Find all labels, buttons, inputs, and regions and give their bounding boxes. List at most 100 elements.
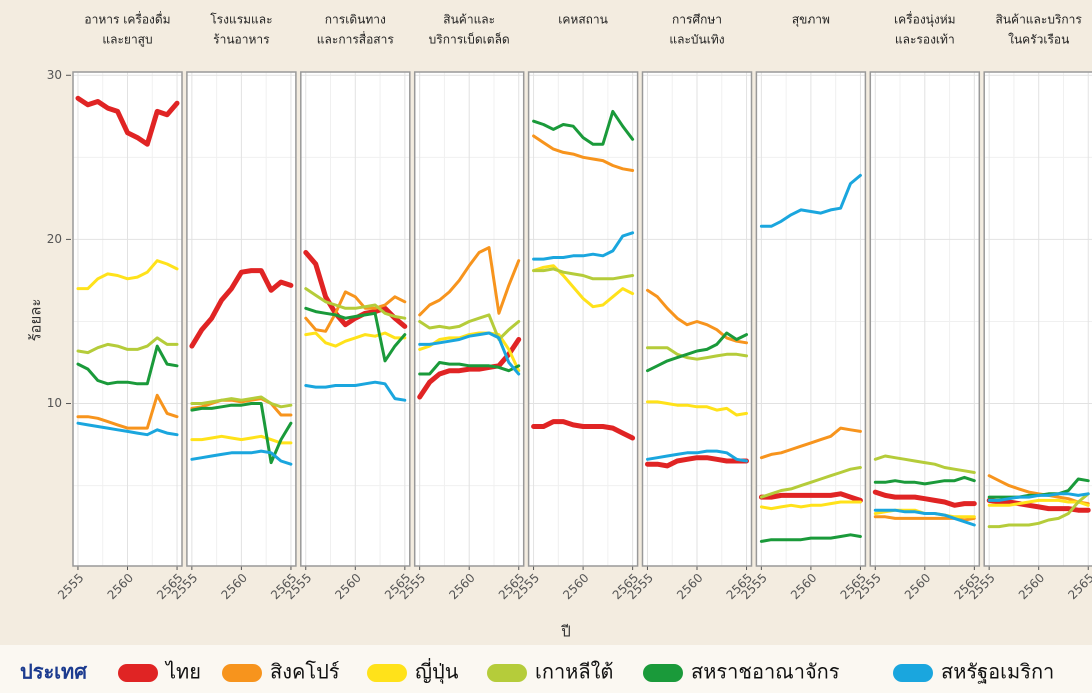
series-line xyxy=(304,290,407,333)
series-line xyxy=(987,492,1090,502)
panel-title: เครื่องนุ่งห่ม xyxy=(894,11,956,28)
panel-title: และการสื่อสาร xyxy=(317,31,395,47)
panel-border xyxy=(186,71,297,567)
series-line xyxy=(759,500,862,511)
x-tick-label: 2560 xyxy=(446,571,477,602)
series-line xyxy=(531,419,636,441)
series-line xyxy=(418,313,521,341)
x-axis-label: ปี xyxy=(560,623,570,641)
x-tick-label: 2560 xyxy=(902,571,933,602)
series-line xyxy=(418,246,521,317)
legend-swatch xyxy=(643,664,683,682)
x-tick-label: 2560 xyxy=(674,571,705,602)
legend-label: ญี่ปุ่น xyxy=(415,658,459,685)
x-tick-label: 2560 xyxy=(788,571,819,602)
x-tick-label: 2560 xyxy=(1016,571,1047,602)
series-line xyxy=(418,331,521,376)
series-line xyxy=(873,454,976,474)
series-line xyxy=(646,449,748,463)
series-line xyxy=(304,287,407,320)
series-line xyxy=(304,306,407,363)
panel-border xyxy=(755,71,867,567)
series-line xyxy=(76,393,179,430)
panel-title: การศึกษา xyxy=(672,13,722,27)
series-line xyxy=(987,492,1090,529)
panel-title: และยาสูบ xyxy=(102,33,152,48)
y-tick-label: 20 xyxy=(47,232,62,246)
legend-swatch xyxy=(118,664,158,682)
series-line xyxy=(303,250,408,329)
series-line xyxy=(759,426,862,460)
series-line xyxy=(646,400,748,417)
series-line xyxy=(532,267,635,281)
series-line xyxy=(646,288,748,345)
x-tick-label: 2555 xyxy=(55,571,86,602)
legend-swatch xyxy=(487,664,527,682)
panel-border xyxy=(300,71,411,567)
x-tick-label: 2560 xyxy=(332,571,363,602)
series-line xyxy=(646,346,748,361)
series-line xyxy=(304,380,407,402)
series-line xyxy=(190,434,293,445)
series-line xyxy=(76,336,179,355)
panel-title: ในครัวเรือน xyxy=(1008,33,1069,47)
series-line xyxy=(417,337,522,400)
legend-label: สหรัฐอเมริกา xyxy=(941,660,1054,684)
series-line xyxy=(418,361,521,376)
series-line xyxy=(418,331,521,373)
panel-title: อาหาร เครื่องดื่ม xyxy=(84,11,170,27)
panel-title: การเดินทาง xyxy=(325,13,386,27)
panel-title: เคหสถาน xyxy=(558,13,608,27)
series-line xyxy=(75,95,180,147)
series-line xyxy=(759,533,862,543)
series-line xyxy=(532,134,635,172)
legend-label: สหราชอาณาจักร xyxy=(691,660,840,684)
series-line xyxy=(987,498,1090,507)
series-line xyxy=(759,173,862,228)
series-line xyxy=(873,475,976,486)
legend-swatch xyxy=(367,664,407,682)
series-line xyxy=(190,397,293,417)
panel-border xyxy=(641,71,753,567)
series-line xyxy=(76,259,179,291)
legend-label: เกาหลีใต้ xyxy=(535,660,613,684)
legend-title: ประเทศ xyxy=(20,660,88,684)
y-tick-label: 10 xyxy=(47,396,62,410)
series-line xyxy=(189,268,294,349)
series-line xyxy=(759,466,862,499)
panel-title: สินค้าและบริการ xyxy=(996,13,1083,27)
x-tick-label: 2560 xyxy=(218,571,249,602)
panel-title: ร้านอาหาร xyxy=(213,33,270,47)
x-tick-label: 2565 xyxy=(1065,571,1092,602)
series-line xyxy=(304,331,407,348)
panel-border xyxy=(413,71,525,567)
series-line xyxy=(872,489,977,508)
series-line xyxy=(190,395,293,409)
series-line xyxy=(873,508,976,527)
series-line xyxy=(987,474,1090,506)
legend-label: ไทย xyxy=(164,660,201,684)
legend-swatch xyxy=(893,664,933,682)
series-line xyxy=(758,491,863,503)
series-line xyxy=(190,449,293,466)
series-line xyxy=(646,331,748,373)
panel-title: สินค้าและ xyxy=(443,13,495,27)
panel-border xyxy=(983,71,1092,567)
panel-title: โรงแรมและ xyxy=(210,13,272,27)
series-line xyxy=(76,421,179,437)
panel-border xyxy=(869,71,981,567)
series-line xyxy=(532,109,635,146)
panel-title: และรองเท้า xyxy=(895,33,955,47)
series-line xyxy=(532,231,635,261)
panel-title: สุขภาพ xyxy=(792,13,830,28)
panel-border xyxy=(72,71,183,567)
panel-title: บริการเบ็ดเตล็ด xyxy=(429,32,510,47)
panel-border xyxy=(527,71,639,567)
series-line xyxy=(76,344,179,386)
series-line xyxy=(645,455,749,469)
y-tick-label: 30 xyxy=(47,68,62,82)
legend-label: สิงคโปร์ xyxy=(270,660,340,684)
legend-swatch xyxy=(222,664,262,682)
x-tick-label: 2560 xyxy=(560,571,591,602)
